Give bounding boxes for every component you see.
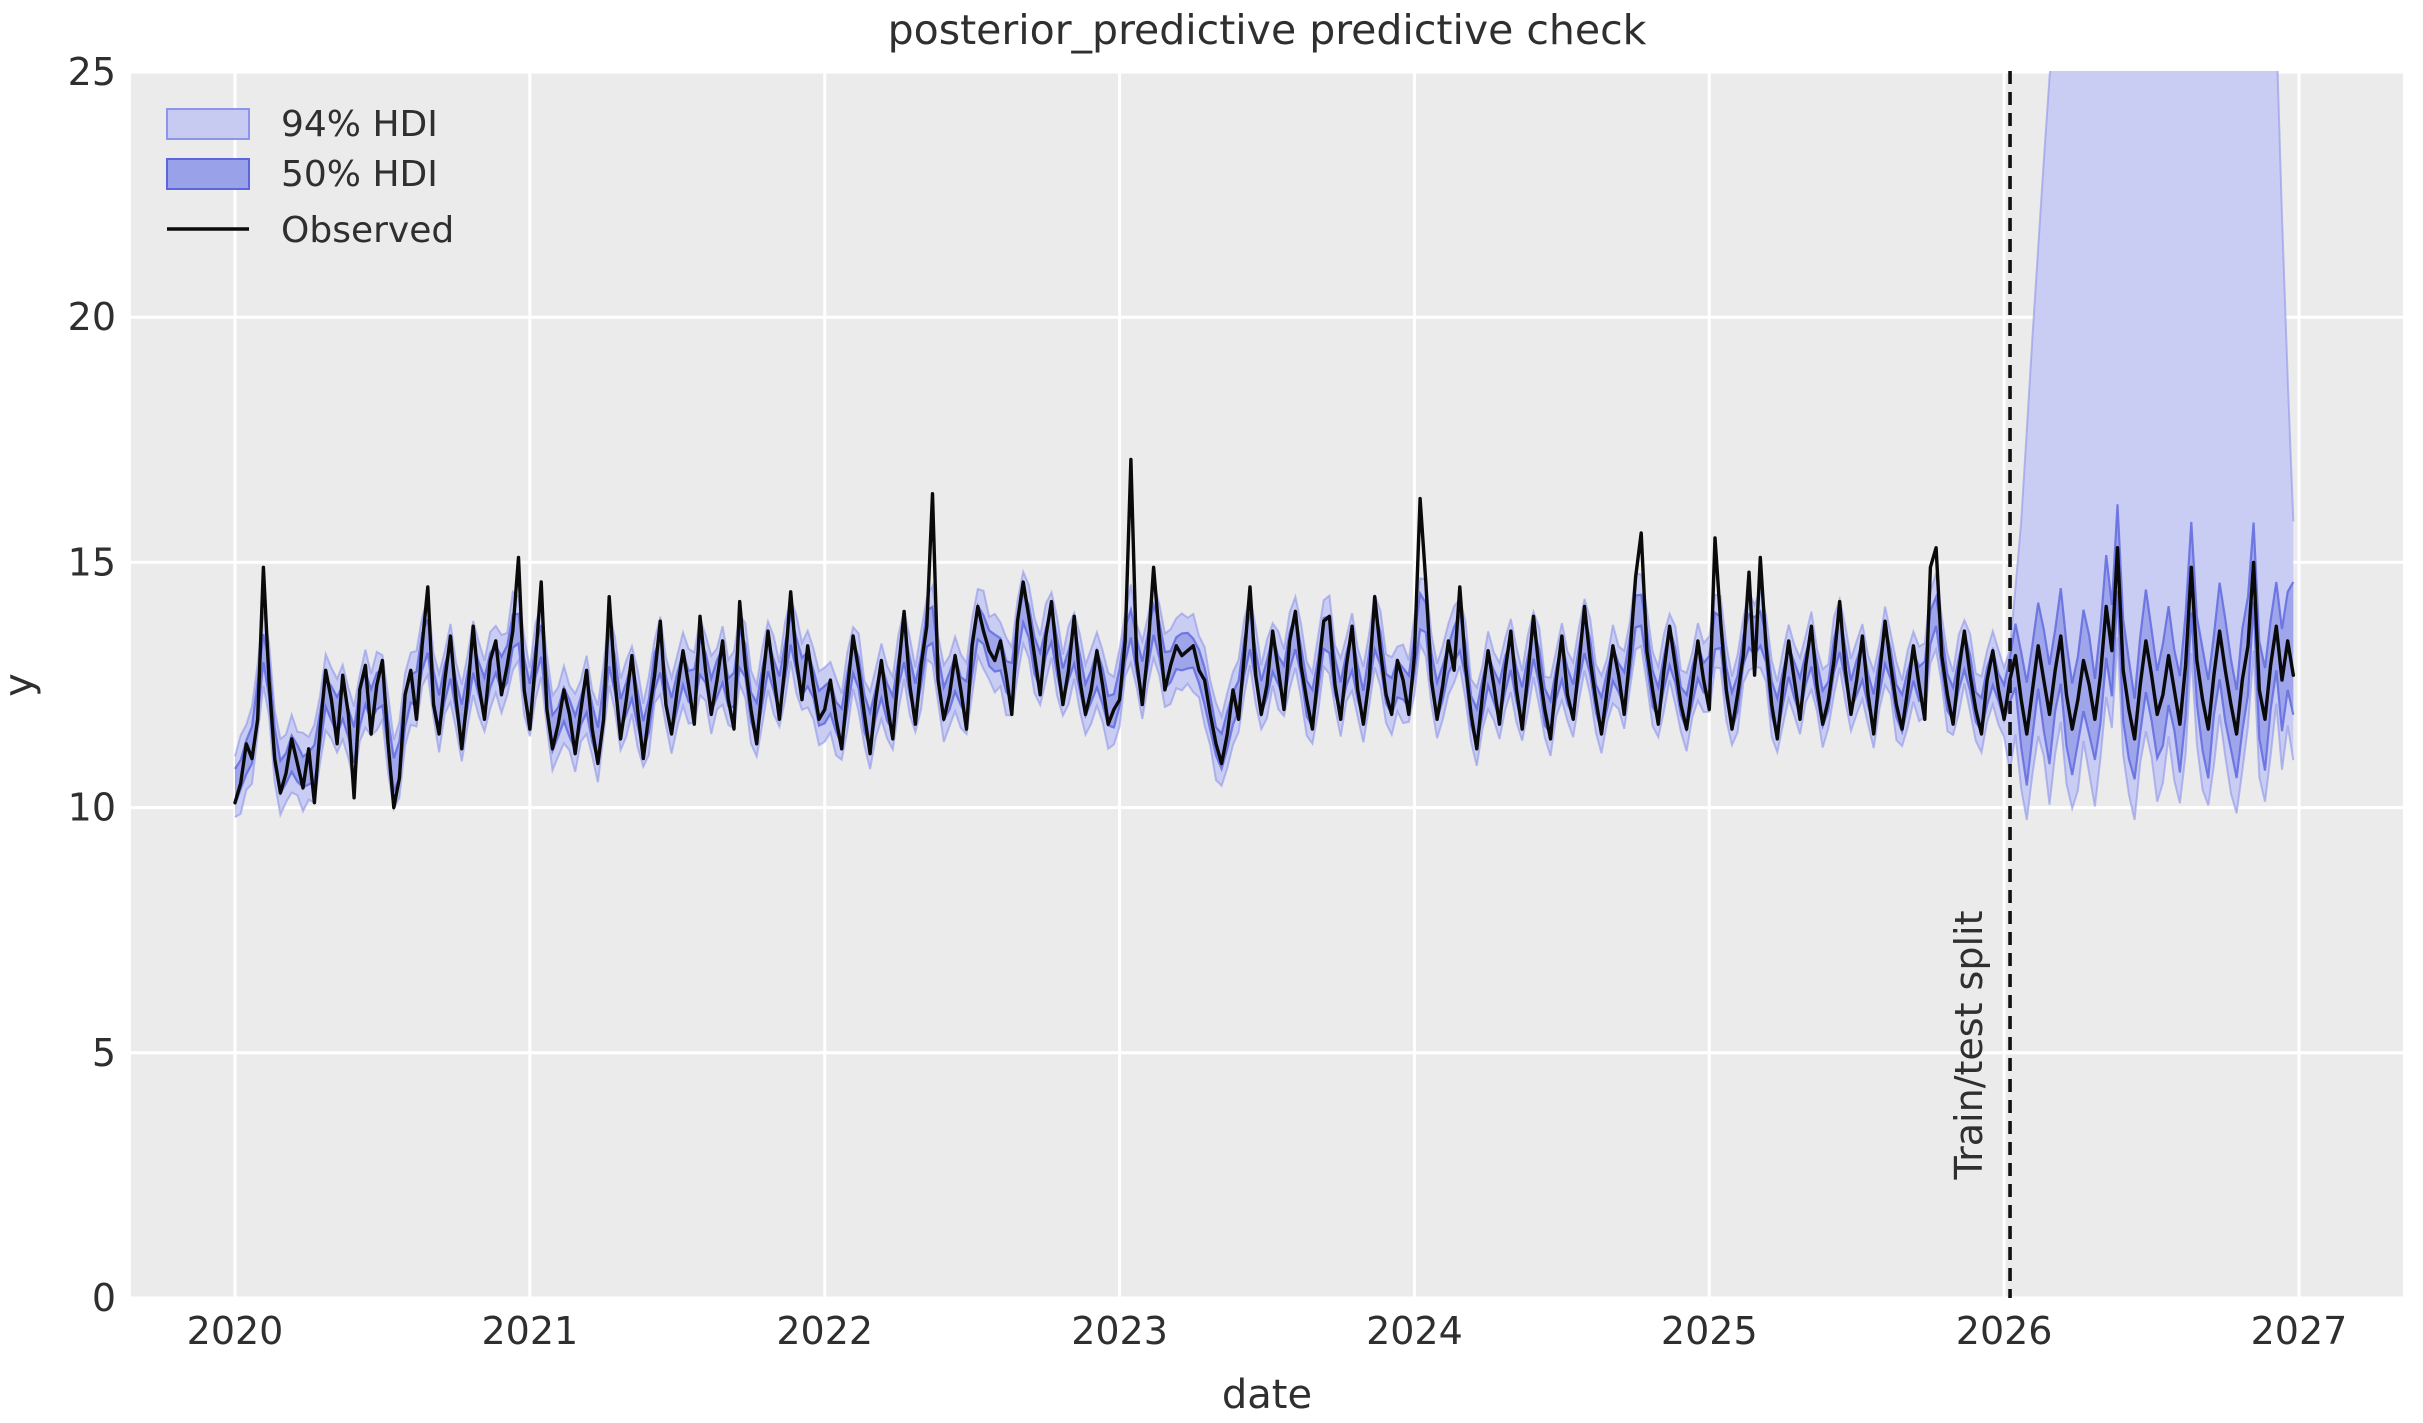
- tick-layer: 2020 2021 2022 2023 2024 2025 2026 202705101520…: [68, 50, 2348, 1353]
- y-tick-label: 20: [68, 295, 116, 339]
- x-tick-label: 2021: [481, 1309, 578, 1353]
- y-tick-label: 0: [92, 1276, 116, 1320]
- y-axis-label: y: [0, 673, 42, 697]
- y-tick-label: 10: [68, 786, 116, 830]
- x-tick-label: 2024: [1366, 1309, 1463, 1353]
- y-tick-label: 15: [68, 540, 116, 584]
- x-tick-label: 2020: [187, 1309, 284, 1353]
- hdi94-legend-swatch: [166, 108, 250, 140]
- legend: 94% HDI 50% HDI Observed: [166, 104, 454, 251]
- hdi94-upper-edge: [234, 71, 2295, 757]
- y-tick-label: 25: [68, 50, 116, 94]
- hdi94-legend-label: 94% HDI: [281, 104, 438, 145]
- x-tick-label: 2025: [1661, 1309, 1758, 1353]
- hdi94-lower-edge: [234, 637, 2295, 821]
- hdi-band-layer: [233, 71, 2296, 821]
- x-tick-label: 2023: [1071, 1309, 1168, 1353]
- y-tick-label: 5: [92, 1031, 116, 1075]
- train-test-split-label: Train/test split: [1947, 911, 1991, 1181]
- x-tick-label: 2022: [776, 1309, 873, 1353]
- observed-legend-label: Observed: [281, 210, 454, 251]
- chart-title: posterior_predictive predictive check: [888, 6, 1647, 54]
- x-axis-label: date: [1222, 1372, 1312, 1418]
- x-tick-label: 2026: [1956, 1309, 2053, 1353]
- hdi50-legend-swatch: [166, 158, 250, 190]
- hdi50-upper-edge: [234, 504, 2295, 770]
- x-tick-label: 2027: [2251, 1309, 2348, 1353]
- hdi50-legend-label: 50% HDI: [281, 154, 438, 195]
- observed-line: [233, 457, 2296, 810]
